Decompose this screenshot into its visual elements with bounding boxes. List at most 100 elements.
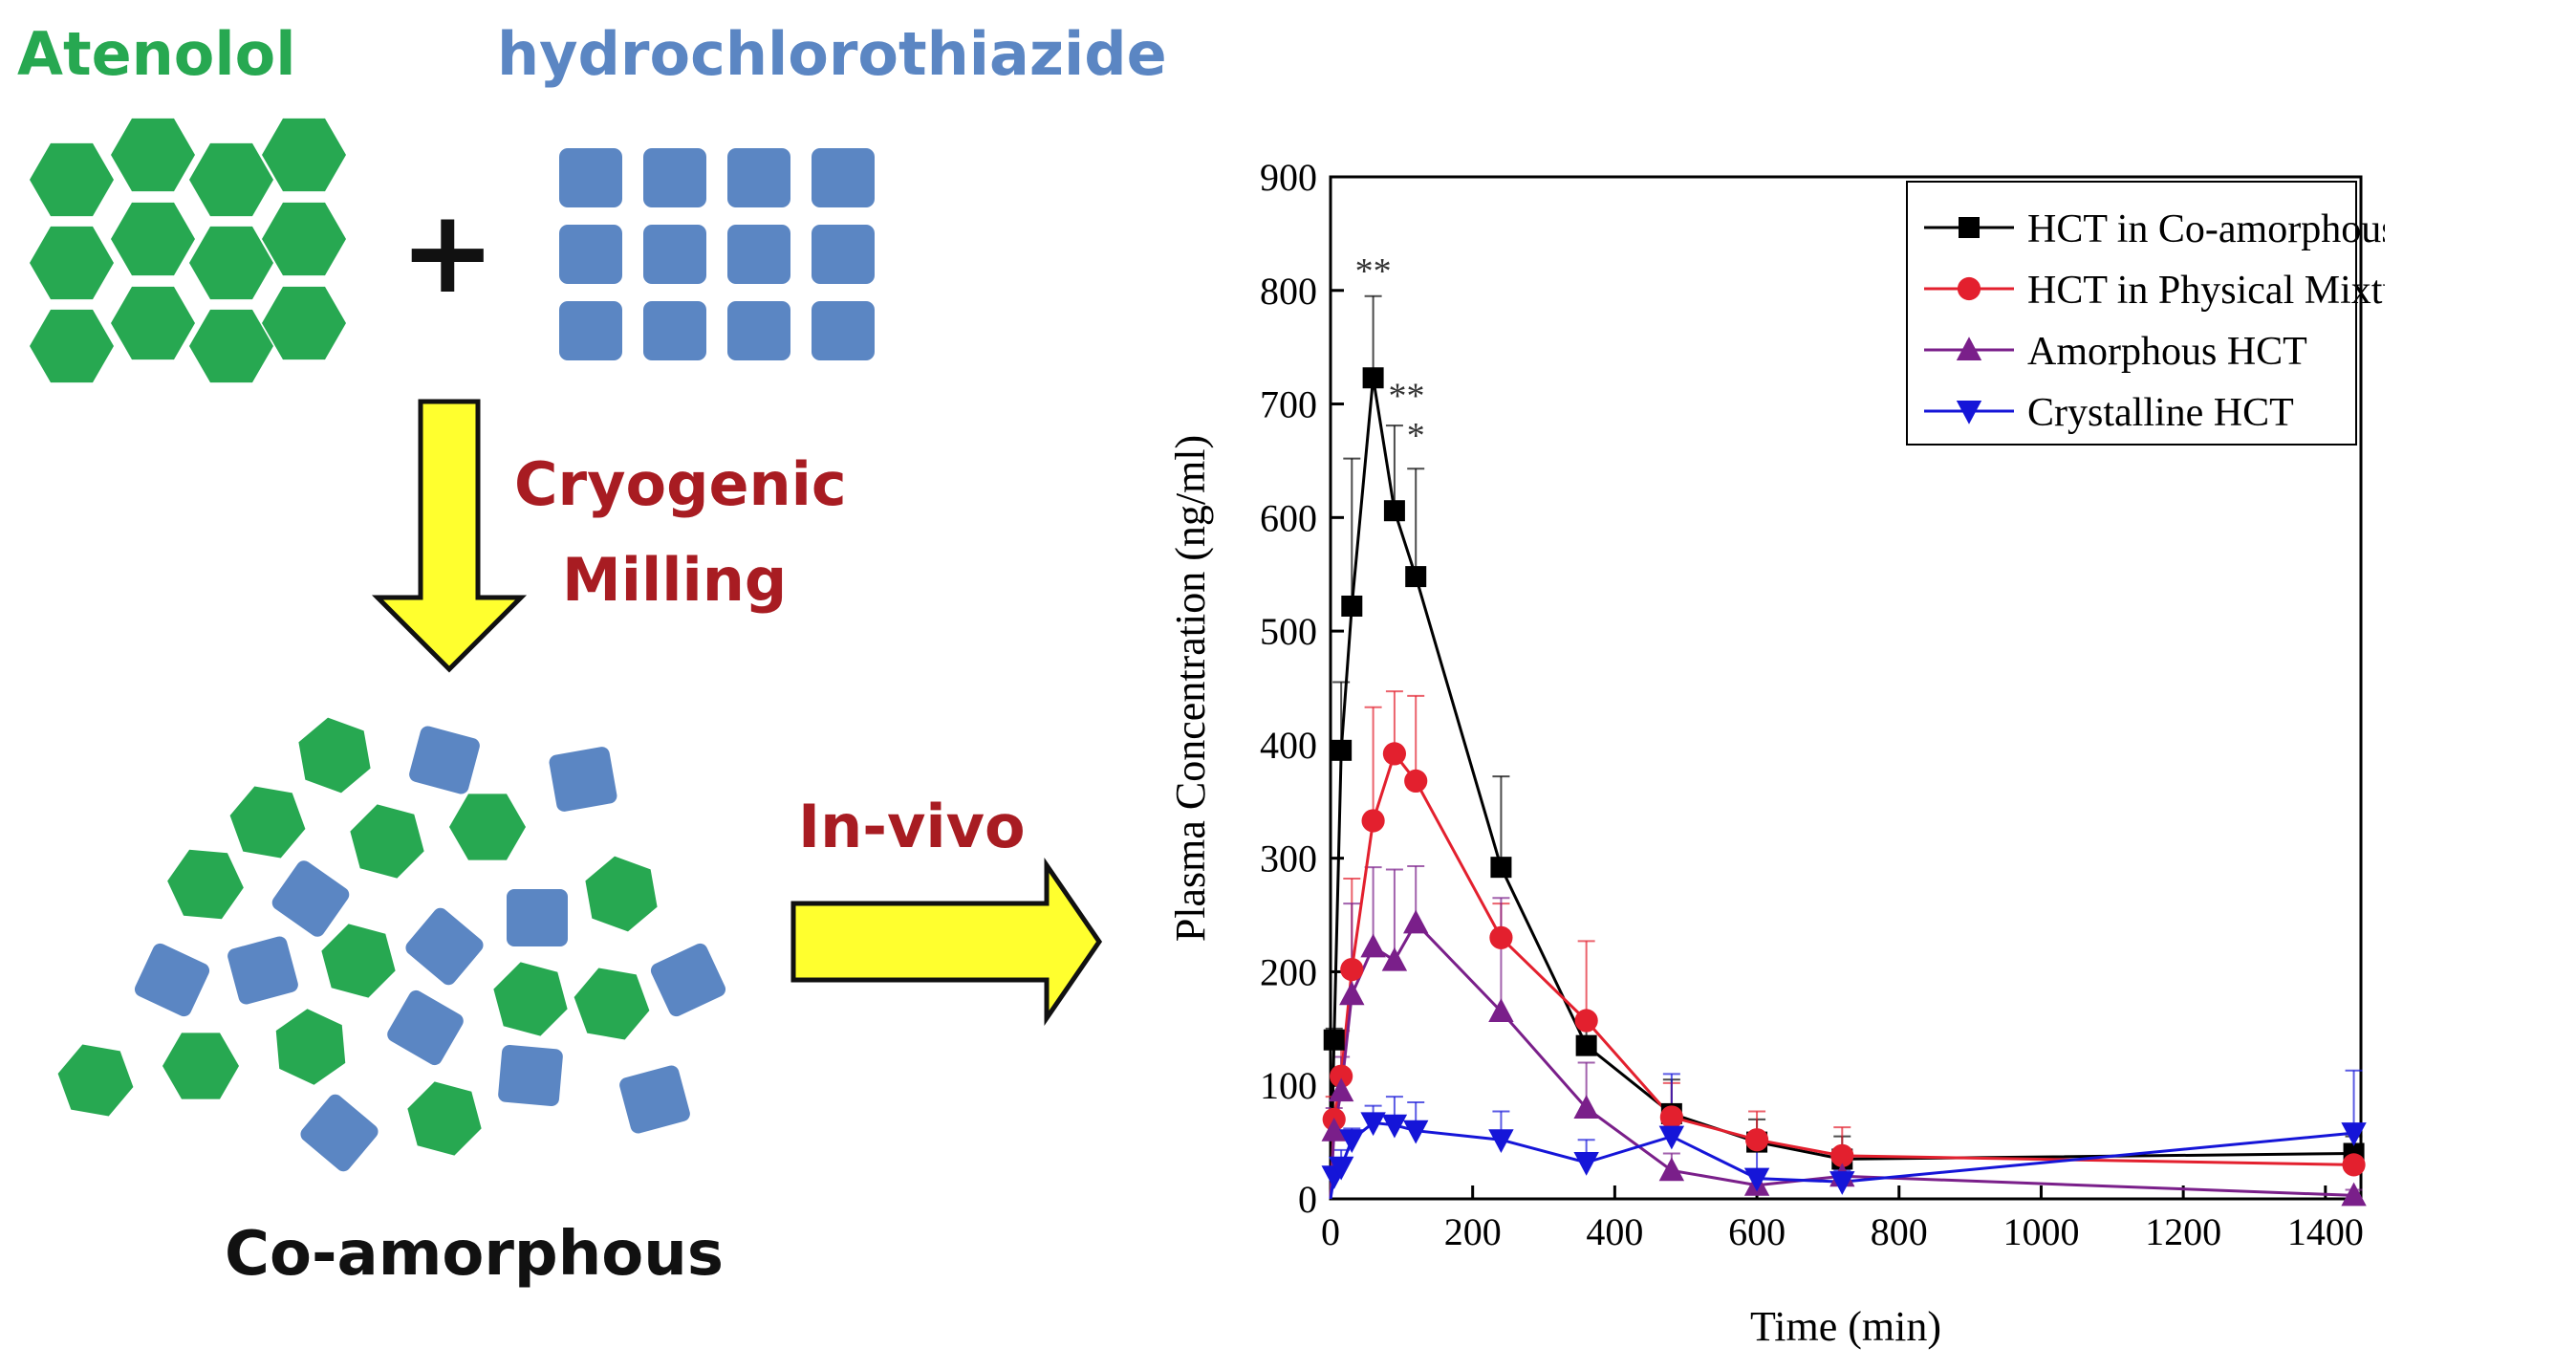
data-point-hct-in-physical-mixture — [1830, 1143, 1854, 1167]
hct-square — [559, 225, 622, 284]
legend-label-amorphous-hct: Amorphous HCT — [2027, 330, 2307, 374]
x-tick-label: 600 — [1728, 1210, 1786, 1253]
atenolol-crystal-cluster — [30, 118, 346, 383]
x-tick-label: 1400 — [2287, 1210, 2364, 1253]
hct-square — [387, 989, 464, 1066]
atenolol-hexagon — [262, 118, 346, 192]
legend-marker-hct-in-physical-mixture — [1957, 276, 1981, 301]
data-point-hct-in-physical-mixture — [1330, 1064, 1353, 1088]
data-point-hct-in-physical-mixture — [2342, 1153, 2366, 1177]
milling-arrow — [371, 399, 528, 673]
legend: HCT in Co-amorphous HCT in Physical Mixtu… — [1906, 181, 2385, 446]
atenolol-hexagon — [493, 962, 568, 1036]
atenolol-hexagon — [407, 1081, 482, 1156]
data-point-crystalline-hct — [1573, 1151, 1599, 1176]
data-point-hct-in-physical-mixture — [1659, 1105, 1683, 1129]
data-point-amorphous-hct — [1403, 909, 1429, 934]
y-tick-label: 700 — [1260, 383, 1317, 426]
x-tick-label: 1200 — [2145, 1210, 2221, 1253]
hct-square — [643, 225, 706, 284]
y-tick-label: 900 — [1260, 156, 1317, 199]
data-point-crystalline-hct — [1658, 1125, 1685, 1150]
legend-marker-amorphous-hct — [1956, 337, 1982, 360]
atenolol-hexagon — [321, 924, 396, 998]
data-point-hct-in-physical-mixture — [1340, 957, 1364, 982]
y-tick-label: 100 — [1260, 1064, 1317, 1107]
hct-square — [498, 1044, 563, 1107]
x-axis-label: Time (min) — [1750, 1303, 1941, 1350]
hct-square — [134, 943, 210, 1017]
hct-square — [559, 301, 622, 360]
y-tick-label: 300 — [1260, 837, 1317, 881]
data-point-crystalline-hct — [1488, 1129, 1514, 1153]
data-point-crystalline-hct — [1381, 1114, 1408, 1139]
data-point-hct-in-physical-mixture — [1574, 1009, 1598, 1033]
data-point-amorphous-hct — [1573, 1095, 1599, 1119]
atenolol-hexagon — [167, 849, 244, 920]
data-point-hct-in-co-amorphous — [1341, 595, 1363, 617]
y-tick-label: 600 — [1260, 496, 1317, 539]
scheme-graphics — [30, 118, 1103, 1172]
x-tick-label: 1000 — [2002, 1210, 2079, 1253]
hct-square — [812, 225, 875, 284]
data-point-crystalline-hct — [1829, 1171, 1855, 1195]
atenolol-hexagon — [111, 286, 195, 360]
significance-annotation: ** — [1389, 376, 1425, 416]
atenolol-hexagon — [574, 968, 650, 1040]
data-point-amorphous-hct — [1488, 998, 1514, 1023]
data-point-crystalline-hct — [1360, 1112, 1386, 1137]
legend-label-hct-in-physical-mixture: HCT in Physical Mixture — [2027, 269, 2385, 313]
hydrochlorothiazide-label: hydrochlorothiazide — [497, 19, 1167, 89]
significance-annotation: ** — [1355, 251, 1392, 292]
data-point-crystalline-hct — [1339, 1129, 1365, 1153]
hct-square — [812, 301, 875, 360]
data-point-hct-in-physical-mixture — [1382, 742, 1407, 766]
legend-label-hct-in-co-amorphous: HCT in Co-amorphous — [2027, 207, 2385, 251]
data-point-hct-in-physical-mixture — [1361, 809, 1385, 833]
legend-label-crystalline-hct: Crystalline HCT — [2027, 391, 2294, 435]
atenolol-hexagon — [162, 1033, 239, 1099]
data-point-hct-in-co-amorphous — [1405, 566, 1427, 588]
cryogenic-label: Cryogenic — [514, 449, 847, 519]
hct-square — [559, 148, 622, 207]
atenolol-hexagon — [57, 1044, 134, 1117]
in-vivo-label: In-vivo — [798, 792, 1026, 861]
x-tick-label: 200 — [1444, 1210, 1502, 1253]
x-tick-label: 800 — [1871, 1210, 1928, 1253]
data-point-amorphous-hct — [1321, 1117, 1347, 1142]
hct-square — [727, 148, 790, 207]
data-point-hct-in-co-amorphous — [1490, 857, 1512, 879]
atenolol-hexagon — [262, 286, 346, 360]
hct-square — [507, 889, 568, 946]
hct-crystal-grid — [559, 148, 875, 360]
atenolol-hexagon — [30, 226, 114, 300]
atenolol-hexagon — [449, 794, 526, 860]
hct-square — [549, 747, 617, 812]
atenolol-hexagon — [111, 202, 195, 276]
hct-square — [650, 943, 726, 1017]
y-tick-label: 200 — [1260, 950, 1317, 993]
hct-square — [300, 1094, 379, 1172]
atenolol-hexagon — [262, 202, 346, 276]
hct-square — [619, 1065, 690, 1134]
y-tick-label: 800 — [1260, 270, 1317, 313]
plasma-concentration-chart: 0 200 400 600 800 1000 1200 1400 0 100 200 300 400 50… — [1167, 156, 2385, 1350]
in-vivo-arrow — [790, 857, 1103, 1027]
atenolol-hexagon — [298, 717, 371, 794]
data-point-amorphous-hct — [2341, 1182, 2367, 1207]
atenolol-label: Atenolol — [17, 19, 296, 89]
data-point-hct-in-co-amorphous — [1383, 500, 1405, 522]
x-tick-label: 400 — [1586, 1210, 1643, 1253]
atenolol-hexagon — [30, 142, 114, 217]
atenolol-hexagon — [189, 226, 273, 300]
data-point-crystalline-hct — [1403, 1120, 1429, 1144]
y-tick-label: 0 — [1298, 1178, 1317, 1221]
data-point-crystalline-hct — [1328, 1156, 1354, 1181]
data-point-hct-in-co-amorphous — [1575, 1034, 1597, 1056]
hct-square — [812, 148, 875, 207]
data-point-amorphous-hct — [1328, 1077, 1354, 1102]
y-axis-label: Plasma Concentration (ng/ml) — [1167, 435, 1214, 942]
data-point-hct-in-co-amorphous — [1362, 367, 1384, 389]
data-point-hct-in-physical-mixture — [1489, 925, 1513, 949]
data-point-hct-in-co-amorphous — [1331, 739, 1353, 761]
